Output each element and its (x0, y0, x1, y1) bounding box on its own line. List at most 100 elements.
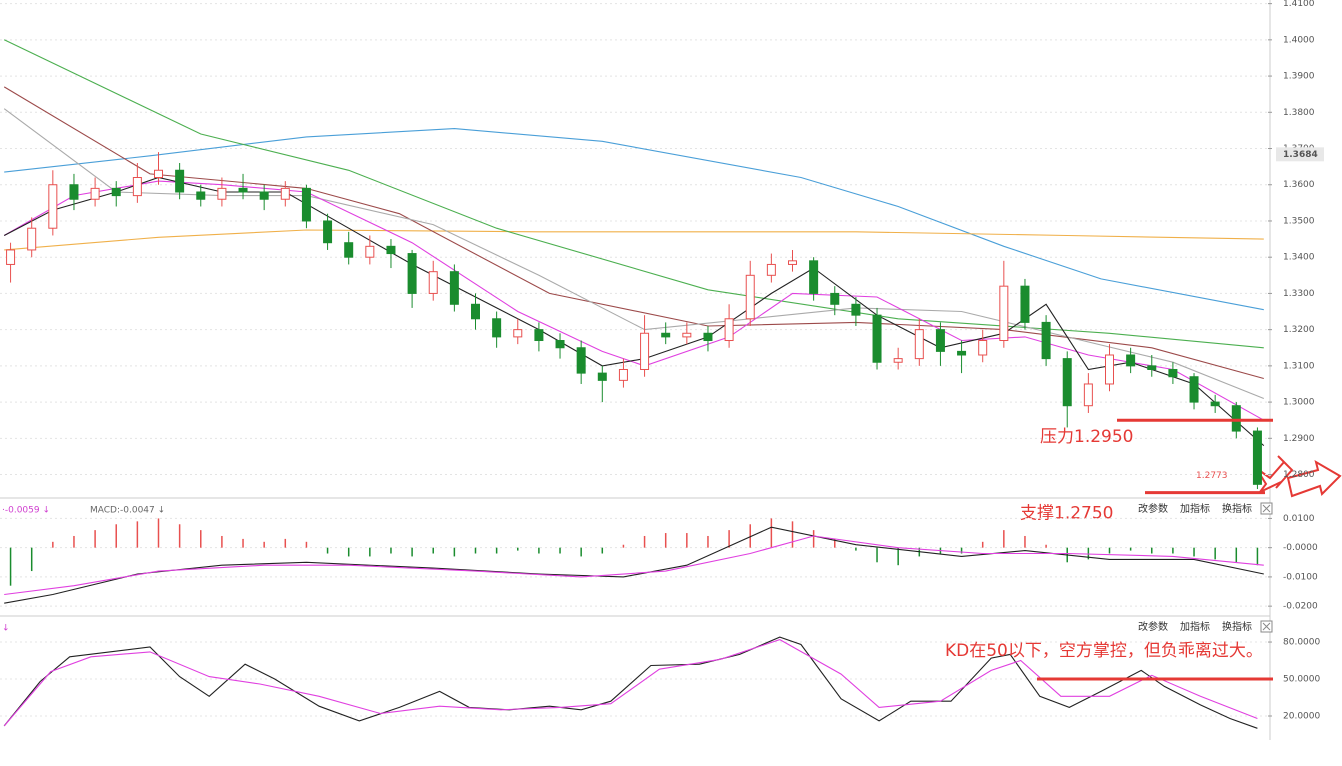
candle-body (1105, 354, 1114, 385)
candle-body (788, 260, 797, 265)
y-tick-label: -0.0000 (1283, 543, 1318, 553)
candle-body (597, 372, 607, 381)
candle-body (1041, 321, 1051, 360)
candle-body (957, 350, 967, 356)
y-tick-label: 1.3000 (1283, 398, 1315, 408)
y-tick-label: 1.3100 (1283, 361, 1315, 371)
panel-button[interactable]: 加指标 (1180, 620, 1210, 633)
close-icon (1262, 622, 1271, 631)
candle-body (703, 332, 713, 342)
candle-body (69, 184, 79, 200)
indicator-line (3, 636, 1258, 729)
y-tick-label: 80.0000 (1283, 638, 1320, 648)
candle-body (1020, 285, 1030, 323)
y-tick-label: 20.0000 (1283, 712, 1320, 722)
candle-body (1062, 358, 1072, 407)
candle-body (238, 187, 248, 193)
candle-body (48, 184, 58, 229)
candle-body (851, 303, 861, 316)
y-tick-label: 50.0000 (1283, 675, 1320, 685)
candle-body (407, 253, 417, 294)
candle-body (111, 187, 121, 197)
candle-body (301, 187, 311, 222)
candle-body (745, 274, 755, 320)
indicator-line (4, 535, 1264, 596)
indicator-line (4, 128, 1264, 311)
panel-header: ↓ (2, 624, 10, 634)
candle-body (365, 245, 375, 258)
panel-button[interactable]: 换指标 (1222, 620, 1252, 633)
close-icon (1262, 504, 1271, 513)
candle-body (1083, 383, 1093, 407)
arrow-icon (1286, 459, 1342, 498)
candle-body (914, 329, 924, 360)
candle-body (344, 242, 354, 258)
candle-body (175, 169, 185, 193)
candle-body (1168, 368, 1178, 378)
candle-body (513, 329, 523, 338)
indicator-line (3, 639, 1258, 727)
candle-body (555, 340, 565, 349)
candle-body (1231, 405, 1241, 432)
panel-header: ·-0.0059 ↓ (2, 506, 50, 516)
candle-body (280, 187, 290, 200)
price-marker-label: 1.3684 (1283, 150, 1318, 160)
candle-body (999, 285, 1009, 342)
indicator-line (3, 86, 1264, 380)
candle-body (640, 332, 650, 370)
indicator-line (4, 229, 1264, 251)
y-tick-label: 1.3200 (1283, 325, 1315, 335)
y-tick-label: 1.3600 (1283, 180, 1315, 190)
y-tick-label: 0.0100 (1283, 514, 1315, 524)
candle-body (428, 271, 438, 294)
candle-body (386, 245, 396, 255)
panel-button[interactable]: 改参数 (1138, 620, 1168, 633)
candle-body (534, 329, 544, 342)
level-annotation: 压力1.2950 (1040, 427, 1133, 447)
candle-body (90, 187, 100, 200)
panel-header: MACD:-0.0047 ↓ (90, 506, 165, 516)
candle-body (154, 169, 163, 178)
candle-body (492, 318, 502, 338)
y-tick-label: -0.0200 (1283, 602, 1318, 612)
panel-button[interactable]: 改参数 (1138, 502, 1168, 515)
panel-button[interactable]: 换指标 (1222, 502, 1252, 515)
y-tick-label: 1.2800 (1283, 470, 1315, 480)
candle-body (1126, 354, 1136, 367)
candle-body (449, 271, 459, 305)
candle-body (323, 220, 333, 244)
y-tick-label: -0.0100 (1283, 572, 1318, 582)
candle-body (978, 340, 988, 356)
candle-body (1252, 430, 1262, 485)
y-tick-label: 1.3900 (1283, 72, 1315, 82)
candle-body (259, 191, 269, 200)
y-tick-label: 1.4000 (1283, 35, 1315, 45)
candle-body (1147, 365, 1157, 370)
indicator-line (3, 39, 1264, 349)
candle-body (132, 177, 142, 197)
level-annotation: KD在50以下，空方掌控，但负乖离过大。 (945, 641, 1263, 661)
candle-body (471, 303, 480, 320)
candle-body (27, 227, 37, 251)
candle-body (217, 187, 227, 200)
y-tick-label: 1.3800 (1283, 108, 1315, 118)
candle-body (661, 332, 671, 338)
candle-body (766, 263, 776, 276)
candle-body (872, 314, 882, 363)
candle-body (196, 191, 206, 200)
candle-body (809, 260, 819, 294)
candle-body (830, 292, 840, 305)
price-label: 1.2773 (1196, 471, 1228, 481)
y-tick-label: 1.3300 (1283, 289, 1315, 299)
panel-button[interactable]: 加指标 (1180, 502, 1210, 515)
candle-body (724, 318, 734, 342)
candle-body (1189, 376, 1199, 403)
candle-body (935, 329, 945, 352)
y-tick-label: 1.3400 (1283, 253, 1315, 263)
candle-body (682, 332, 692, 338)
y-tick-label: 1.2900 (1283, 434, 1315, 444)
price-marker-box (1276, 147, 1324, 162)
